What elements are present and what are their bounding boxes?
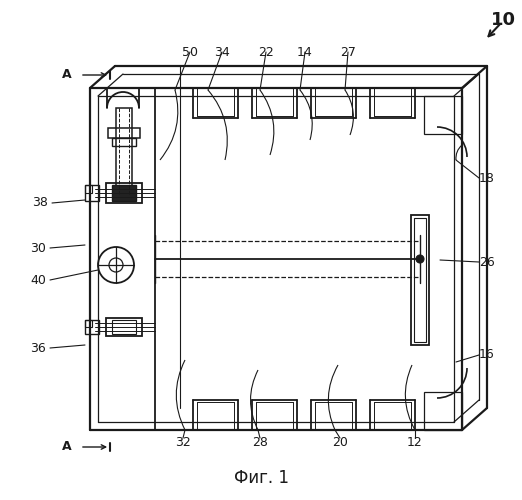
- Text: 30: 30: [30, 242, 46, 254]
- Bar: [85, 185, 99, 201]
- Bar: [116, 108, 132, 195]
- Text: 34: 34: [214, 46, 230, 59]
- Text: 12: 12: [407, 436, 423, 450]
- Text: 40: 40: [30, 274, 46, 286]
- Bar: [85, 185, 92, 193]
- Text: 32: 32: [175, 436, 191, 450]
- Text: 28: 28: [252, 436, 268, 450]
- Text: A: A: [62, 68, 72, 82]
- Bar: [112, 320, 136, 334]
- Text: 14: 14: [297, 46, 313, 59]
- Text: 38: 38: [32, 196, 48, 209]
- Text: 22: 22: [258, 46, 274, 59]
- Text: 27: 27: [340, 46, 356, 59]
- Bar: [411, 215, 429, 345]
- Text: Фиг. 1: Фиг. 1: [233, 469, 289, 487]
- Text: 50: 50: [182, 46, 198, 59]
- Bar: [112, 185, 136, 201]
- Bar: [108, 128, 140, 138]
- Text: 20: 20: [332, 436, 348, 450]
- Bar: [106, 318, 142, 336]
- Bar: [106, 183, 142, 203]
- Text: 16: 16: [479, 348, 495, 362]
- Bar: [112, 138, 136, 146]
- Text: 18: 18: [479, 172, 495, 184]
- Bar: [424, 96, 462, 134]
- Text: 10: 10: [491, 11, 516, 29]
- Bar: [424, 392, 462, 430]
- Bar: [414, 218, 426, 342]
- Bar: [85, 320, 99, 334]
- Text: A: A: [62, 440, 72, 454]
- Bar: [85, 320, 92, 327]
- Circle shape: [416, 255, 424, 263]
- Text: 36: 36: [30, 342, 46, 354]
- Text: 26: 26: [479, 256, 495, 268]
